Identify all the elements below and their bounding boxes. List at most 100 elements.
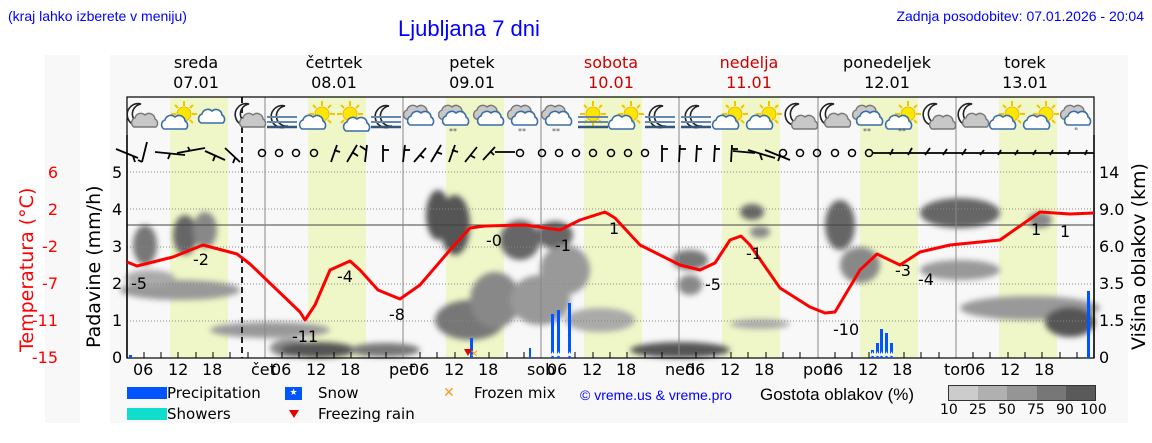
x-tick: pet xyxy=(389,360,416,379)
precipitation-tick: 4 xyxy=(112,200,123,219)
x-tick: 12 xyxy=(444,360,465,379)
svg-text:1: 1 xyxy=(609,219,619,238)
day-label-saturday: sobota 10.01 xyxy=(551,53,671,93)
scale-label: 50 xyxy=(998,402,1016,418)
precipitation-tick: 3 xyxy=(112,237,123,256)
cloud-height-tick: 1.5 xyxy=(1099,311,1125,330)
cloud-density-scale xyxy=(948,385,1096,401)
scale-label: 100 xyxy=(1080,402,1107,418)
x-tick: sob xyxy=(527,360,556,379)
x-tick: tor xyxy=(944,360,967,379)
temperature-line xyxy=(126,210,1095,322)
temperature-tick: 2 xyxy=(47,200,58,219)
cloud-height-tick: 0 xyxy=(1099,348,1110,367)
x-tick: 18 xyxy=(892,360,913,379)
svg-text:★: ★ xyxy=(549,350,556,359)
scale-label: 25 xyxy=(969,402,987,418)
x-tick: 12 xyxy=(582,360,603,379)
svg-text:**: ** xyxy=(518,127,526,136)
scale-label: 75 xyxy=(1027,402,1045,418)
svg-text:★: ★ xyxy=(869,350,876,359)
cloud-height-tick: 14 xyxy=(1099,163,1120,182)
x-tick: 18 xyxy=(616,360,637,379)
freezing-rain-icon xyxy=(289,410,299,418)
x-tick: 06 xyxy=(133,360,154,379)
svg-text:-11: -11 xyxy=(292,327,318,346)
svg-text:-10: -10 xyxy=(833,320,859,339)
x-tick: 06 xyxy=(547,360,568,379)
svg-text:-2: -2 xyxy=(193,250,209,269)
svg-text:★: ★ xyxy=(878,350,885,359)
x-tick: 06 xyxy=(823,360,844,379)
wind-barbs-row xyxy=(115,141,241,164)
precipitation-bars xyxy=(129,291,1090,358)
x-tick: 18 xyxy=(1034,360,1055,379)
day-name: sreda xyxy=(173,53,219,72)
day-name: nedelja xyxy=(719,53,779,72)
x-tick: 18 xyxy=(340,360,361,379)
precipitation-tick: 5 xyxy=(112,163,123,182)
legend-frozen-mix: Frozen mix xyxy=(474,384,556,402)
x-tick: 12 xyxy=(168,360,189,379)
svg-text:★: ★ xyxy=(555,350,562,359)
svg-text:1: 1 xyxy=(1060,222,1070,241)
temperature-axis-panel xyxy=(45,55,80,423)
svg-text:-4: -4 xyxy=(337,267,353,286)
credit-link[interactable]: © vreme.us & vreme.pro xyxy=(580,387,732,403)
temperature-tick: -2 xyxy=(42,237,58,256)
svg-text:-0: -0 xyxy=(486,231,502,250)
svg-text:★: ★ xyxy=(874,350,881,359)
last-update-timestamp: Zadnja posodobitev: 07.01.2026 - 20:04 xyxy=(896,8,1144,24)
x-tick: čet xyxy=(251,360,276,379)
day-label-wednesday: sreda 07.01 xyxy=(136,53,256,93)
wind-barbs-row-2 xyxy=(330,144,1094,163)
precipitation-tick: 2 xyxy=(112,274,123,293)
day-date: 09.01 xyxy=(449,73,495,92)
frozen-mix-icon: ✕ xyxy=(443,385,455,401)
temperature-tick: 6 xyxy=(47,163,58,182)
svg-text:-1: -1 xyxy=(746,244,762,263)
cloud-height-tick: 6.0 xyxy=(1099,237,1125,256)
svg-text:-3: -3 xyxy=(895,261,911,280)
precipitation-tick: 1 xyxy=(112,311,123,330)
temperature-tick: -7 xyxy=(42,274,58,293)
cloud-density-layer xyxy=(120,190,1100,358)
day-date: 12.01 xyxy=(864,73,910,92)
svg-text:-4: -4 xyxy=(918,270,934,289)
day-name: sobota xyxy=(583,53,639,72)
svg-text:★: ★ xyxy=(566,350,573,359)
cloud-density-legend-title: Gostota oblakov (%) xyxy=(760,385,915,404)
x-axis-labels: 06 12 18 čet 06 12 18 pet 06 12 18 sob 0… xyxy=(127,360,1094,382)
svg-text:**: ** xyxy=(898,127,906,136)
temperature-tick: -11 xyxy=(31,311,58,330)
x-tick: 12 xyxy=(306,360,327,379)
day-date: 10.01 xyxy=(588,73,634,92)
x-tick: ned xyxy=(665,360,696,379)
svg-text:1: 1 xyxy=(1031,220,1041,239)
precipitation-tick: 0 xyxy=(112,348,123,367)
x-tick: 12 xyxy=(1000,360,1021,379)
x-tick: 12 xyxy=(858,360,879,379)
svg-text:": " xyxy=(1074,127,1078,137)
region-menu-hint: (kraj lahko izberete v meniju) xyxy=(8,8,187,24)
legend-showers: Showers xyxy=(167,405,231,423)
day-name: ponedeljek xyxy=(843,53,931,72)
temperature-labels: -5 -2 -11 -4 -8 -0 -1 1 -5 -1 -10 -3 -4 … xyxy=(131,219,1070,346)
svg-text:-5: -5 xyxy=(705,275,721,294)
precipitation-swatch xyxy=(127,387,167,399)
page-title: Ljubljana 7 dni xyxy=(398,16,540,41)
day-date: 08.01 xyxy=(311,73,357,92)
x-tick: pon xyxy=(803,360,834,379)
snow-markers: ★★ ★ ★★★★★ xyxy=(549,350,895,359)
x-tick: 12 xyxy=(720,360,741,379)
svg-text:★: ★ xyxy=(888,350,895,359)
x-tick: 18 xyxy=(478,360,499,379)
showers-swatch xyxy=(127,408,167,420)
svg-text:**: ** xyxy=(552,127,560,136)
day-date: 07.01 xyxy=(173,73,219,92)
cloud-height-tick: 9.0 xyxy=(1099,200,1125,219)
x-tick: 06 xyxy=(271,360,292,379)
day-label-monday: ponedeljek 12.01 xyxy=(827,53,947,93)
day-label-tuesday: torek 13.01 xyxy=(965,53,1085,93)
